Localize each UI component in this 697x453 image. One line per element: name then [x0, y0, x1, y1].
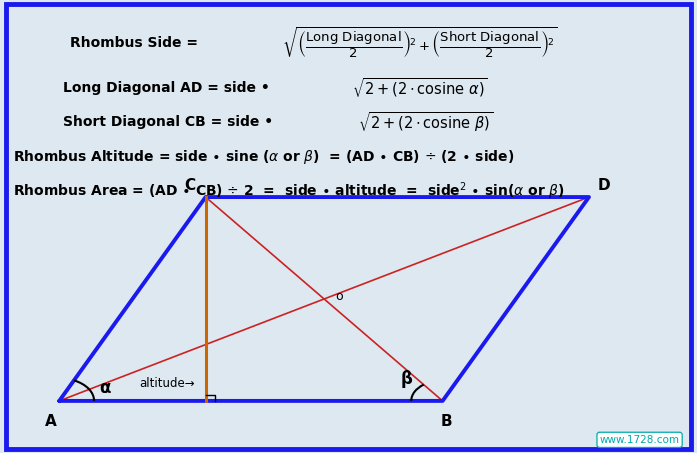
Text: Long Diagonal AD = side •: Long Diagonal AD = side • — [63, 82, 275, 95]
Text: Short Diagonal CB = side •: Short Diagonal CB = side • — [63, 116, 277, 129]
Text: α: α — [99, 379, 110, 397]
Text: D: D — [598, 178, 611, 193]
Text: $\sqrt{2+(2\cdot\mathrm{cosine\ }\beta)}$: $\sqrt{2+(2\cdot\mathrm{cosine\ }\beta)}… — [358, 111, 493, 134]
Text: www.1728.com: www.1728.com — [599, 435, 680, 445]
Text: Rhombus Area = (AD $\bullet$ CB) $\div$ 2  =  side $\bullet$ altitude  =  side$^: Rhombus Area = (AD $\bullet$ CB) $\div$ … — [13, 180, 565, 202]
Text: altitude→: altitude→ — [139, 377, 195, 390]
Text: B: B — [441, 414, 452, 429]
Text: β: β — [400, 370, 413, 388]
Text: C: C — [185, 178, 196, 193]
Text: o: o — [335, 290, 343, 303]
Text: $\sqrt{2+(2\cdot\mathrm{cosine\ }\alpha)}$: $\sqrt{2+(2\cdot\mathrm{cosine\ }\alpha)… — [352, 77, 488, 100]
Text: $\sqrt{\left(\dfrac{\mathrm{Long\ Diagonal}}{2}\right)^{\!2}+\left(\dfrac{\mathr: $\sqrt{\left(\dfrac{\mathrm{Long\ Diagon… — [282, 25, 558, 61]
Text: A: A — [45, 414, 56, 429]
Text: Rhombus Altitude = side $\bullet$ sine ($\alpha$ or $\beta$)  = (AD $\bullet$ CB: Rhombus Altitude = side $\bullet$ sine (… — [13, 148, 514, 166]
Text: Rhombus Side =: Rhombus Side = — [70, 36, 203, 50]
